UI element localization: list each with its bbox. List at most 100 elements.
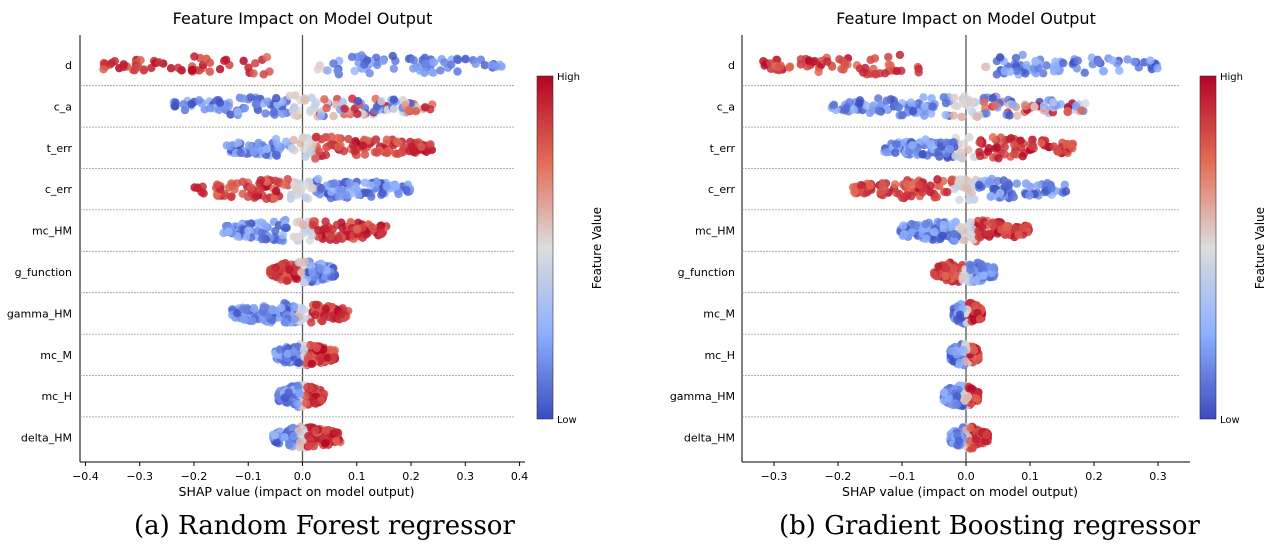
colorbar-title: Feature Value bbox=[590, 207, 604, 289]
shap-point bbox=[236, 148, 245, 158]
shap-point bbox=[1047, 184, 1056, 193]
shap-point bbox=[874, 106, 883, 115]
shap-point bbox=[884, 60, 894, 69]
shap-point bbox=[299, 305, 309, 314]
shap-point bbox=[402, 185, 411, 195]
shap-point bbox=[280, 180, 289, 189]
chart-title: Feature Impact on Model Output bbox=[173, 9, 433, 28]
shap-point bbox=[855, 98, 864, 108]
shap-point bbox=[1080, 68, 1089, 77]
shap-point bbox=[492, 62, 501, 71]
shap-point bbox=[895, 50, 905, 60]
shap-point bbox=[233, 107, 242, 116]
shap-point bbox=[977, 223, 987, 233]
shap-point bbox=[963, 145, 973, 155]
shap-point bbox=[880, 69, 890, 78]
shap-point bbox=[330, 346, 340, 355]
shap-point bbox=[321, 426, 330, 435]
shap-point bbox=[1017, 143, 1026, 152]
shap-point bbox=[972, 394, 981, 403]
x-tick-label: −0.1 bbox=[889, 470, 916, 483]
shap-point bbox=[968, 444, 977, 453]
shap-point bbox=[955, 310, 965, 320]
shap-point bbox=[941, 98, 951, 108]
shap-point bbox=[268, 316, 277, 325]
shap-point bbox=[391, 149, 400, 158]
shap-point bbox=[1009, 192, 1019, 202]
shap-point bbox=[994, 154, 1003, 163]
shap-point bbox=[907, 228, 916, 237]
shap-point bbox=[311, 154, 320, 163]
shap-point bbox=[1049, 98, 1058, 107]
x-tick-label: 0.3 bbox=[1149, 470, 1167, 483]
shap-point bbox=[920, 101, 929, 111]
shap-point bbox=[255, 179, 264, 188]
shap-point bbox=[354, 190, 363, 200]
beeswarm-row-c_err bbox=[190, 174, 415, 204]
shap-point bbox=[194, 96, 204, 105]
x-tick-label: 0.2 bbox=[1085, 470, 1103, 483]
shap-point bbox=[280, 317, 290, 327]
shap-point bbox=[310, 100, 320, 110]
shap-point bbox=[272, 438, 281, 447]
shap-point bbox=[984, 144, 994, 153]
shap-point bbox=[1030, 102, 1039, 112]
shap-point bbox=[1051, 64, 1061, 73]
shap-point bbox=[296, 268, 306, 277]
beeswarm-row-delta_HM bbox=[268, 422, 345, 452]
shap-point bbox=[907, 191, 916, 201]
shap-point bbox=[271, 226, 280, 236]
shap-point bbox=[271, 263, 281, 273]
colorbar-high-label: High bbox=[1220, 72, 1243, 83]
shap-point bbox=[850, 187, 859, 197]
shap-point bbox=[1042, 61, 1051, 70]
shap-point bbox=[277, 303, 286, 313]
shap-point bbox=[368, 223, 377, 232]
shap-point bbox=[956, 223, 966, 232]
shap-point bbox=[942, 187, 952, 197]
colorbar-low-label: Low bbox=[1220, 415, 1240, 426]
beeswarm-row-t_err bbox=[880, 133, 1078, 163]
shap-point bbox=[912, 222, 921, 231]
shap-point bbox=[772, 55, 781, 65]
shap-point bbox=[1037, 138, 1046, 148]
colorbar-low-label: Low bbox=[557, 415, 577, 426]
shap-point bbox=[300, 181, 310, 190]
shap-point bbox=[234, 138, 243, 147]
shap-point bbox=[411, 107, 421, 116]
colorbar bbox=[536, 75, 554, 420]
shap-point bbox=[919, 93, 928, 102]
shap-point bbox=[874, 94, 883, 103]
beeswarm-row-d bbox=[759, 50, 1162, 79]
shap-point bbox=[333, 66, 342, 76]
shap-point bbox=[939, 388, 949, 397]
shap-point bbox=[829, 100, 839, 110]
shap-point bbox=[918, 150, 927, 159]
shap-point bbox=[300, 96, 310, 105]
shap-point bbox=[1025, 191, 1034, 200]
shap-point bbox=[308, 268, 317, 277]
shap-point bbox=[334, 142, 343, 152]
shap-point bbox=[300, 257, 309, 266]
shap-point bbox=[316, 265, 325, 274]
shap-point bbox=[948, 138, 958, 147]
x-tick-label: 0.0 bbox=[957, 470, 975, 483]
shap-point bbox=[365, 69, 374, 78]
shap-point bbox=[884, 52, 893, 62]
shap-point bbox=[220, 56, 229, 66]
beeswarm-row-g_function bbox=[266, 257, 340, 287]
shap-point bbox=[949, 111, 958, 120]
shap-point bbox=[955, 195, 964, 205]
x-tick-label: 0.0 bbox=[294, 470, 312, 483]
shap-point bbox=[294, 358, 304, 367]
shap-point bbox=[975, 147, 984, 157]
shap-point bbox=[215, 98, 225, 107]
shap-point bbox=[1108, 56, 1117, 65]
shap-point bbox=[1039, 101, 1049, 111]
shap-point bbox=[1005, 67, 1015, 77]
shap-point bbox=[230, 185, 239, 194]
x-axis-label: SHAP value (impact on model output) bbox=[842, 484, 1078, 499]
shap-point bbox=[947, 223, 957, 232]
shap-point bbox=[1094, 58, 1103, 67]
shap-point bbox=[995, 53, 1005, 62]
